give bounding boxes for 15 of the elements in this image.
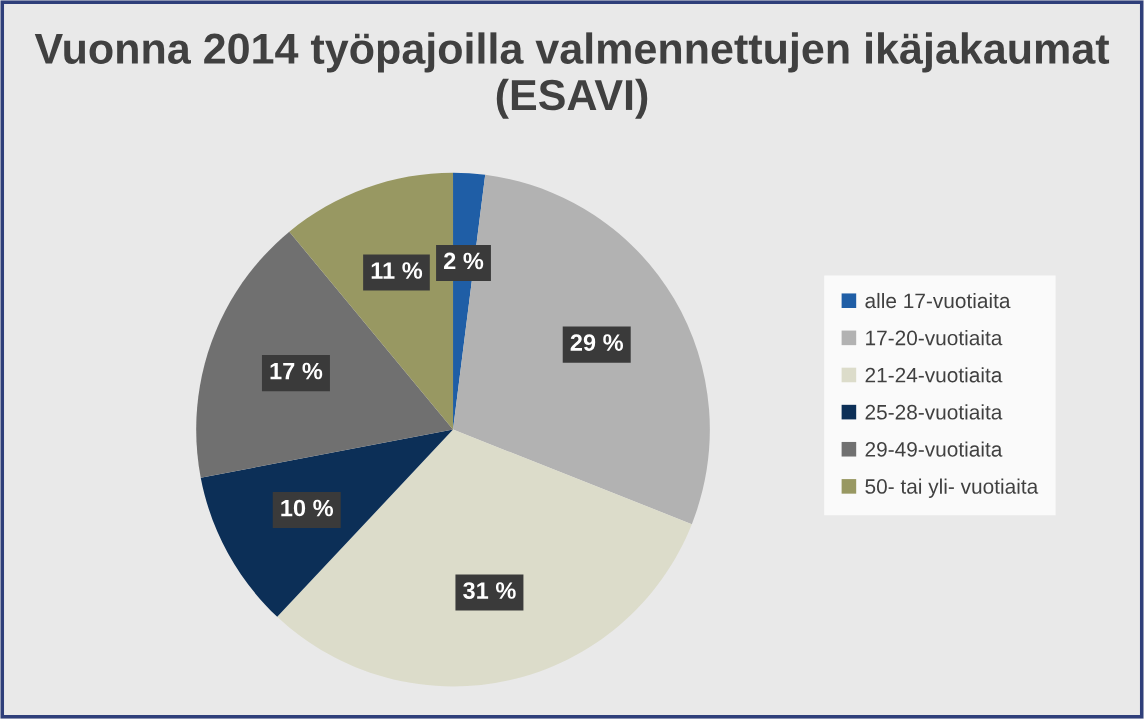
chart-title: Vuonna 2014 työpajoilla valmennettujen ikäjakaumat (ESAVI) (34, 32, 1110, 119)
data-label: 29 % (570, 334, 624, 351)
data-label: 11 % (371, 262, 423, 279)
data-label: 31 % (463, 582, 516, 599)
data-label: 17 % (270, 362, 323, 380)
pie-slice (277, 429, 692, 687)
pie-slice (196, 231, 454, 478)
legend-label: 29-49-vuotiaita (865, 441, 1003, 457)
legend-label: 50- tai yli- vuotiaita (865, 478, 1039, 498)
legend-label: alle 17-vuotiaita (865, 292, 1011, 309)
data-label: 2 % (443, 252, 484, 270)
data-label: 10 % (281, 499, 334, 517)
legend-label: 21-24-vuotiaita (865, 367, 1003, 383)
legend-label: 17-20-vuotiaita (866, 330, 1003, 346)
legend-label: 25-28-vuotiaita (865, 404, 1003, 420)
